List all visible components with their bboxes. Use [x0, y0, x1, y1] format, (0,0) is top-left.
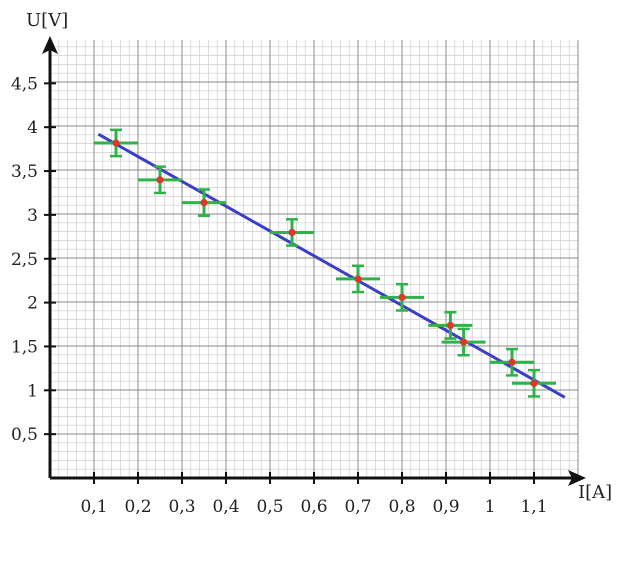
data-point — [354, 275, 362, 283]
y-tick-label: 1 — [27, 381, 38, 401]
y-tick-label: 2,5 — [11, 250, 38, 270]
x-axis-title: I[A] — [578, 482, 612, 503]
y-axis-arrow — [42, 36, 58, 54]
data-point-group — [512, 368, 556, 398]
data-point — [156, 176, 164, 184]
x-tick-label: 0,7 — [344, 497, 371, 517]
x-tick-label: 0,5 — [256, 497, 283, 517]
data-point-group — [138, 165, 182, 195]
x-tick-label: 0,9 — [432, 497, 459, 517]
data-point — [398, 293, 406, 301]
grid-major — [49, 40, 579, 479]
data-point — [288, 228, 296, 237]
y-tick-label: 0,5 — [11, 425, 38, 445]
data-point-group — [182, 188, 226, 218]
x-tick-label: 0,4 — [212, 497, 239, 517]
x-tick-label: 0,2 — [124, 497, 151, 517]
data-point-group — [441, 327, 486, 357]
data-point-group — [94, 128, 138, 158]
x-tick-label: 0,3 — [168, 497, 195, 517]
data-points — [94, 128, 556, 398]
y-tick-label: 3 — [27, 206, 38, 226]
data-point — [530, 379, 538, 387]
data-point — [200, 199, 208, 207]
data-point-group — [270, 218, 314, 247]
x-tick-label: 0,6 — [300, 497, 327, 517]
fit-line — [97, 132, 566, 399]
x-tick-label: 0,8 — [388, 497, 415, 517]
y-tick-label: 4,5 — [11, 74, 38, 94]
y-tick-label: 3,5 — [11, 162, 38, 182]
data-point-group — [380, 282, 424, 312]
data-point — [460, 338, 468, 346]
data-point-group — [490, 347, 534, 377]
data-point — [508, 358, 516, 366]
y-ticks: 0,5 1 1,5 2 2,5 3 3,5 4 4,5 — [11, 74, 56, 445]
x-tick-label: 1 — [485, 497, 496, 517]
y-axis-title: U[V] — [26, 10, 68, 31]
data-point — [446, 321, 454, 330]
data-point-group — [428, 310, 473, 340]
y-tick-label: 1,5 — [11, 337, 38, 357]
x-tick-label: 1,1 — [520, 497, 547, 517]
y-tick-label: 4 — [27, 118, 38, 138]
x-ticks: 0,1 0,2 0,3 0,4 0,5 0,6 0,7 0,8 0,9 1 1,1 — [80, 472, 548, 517]
x-tick-label: 0,1 — [80, 497, 107, 517]
data-point-group — [336, 264, 380, 294]
y-tick-label: 2 — [27, 294, 38, 314]
data-point — [112, 139, 120, 147]
x-axis-arrow — [568, 470, 586, 486]
